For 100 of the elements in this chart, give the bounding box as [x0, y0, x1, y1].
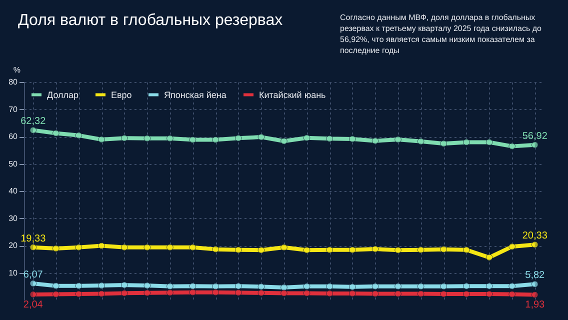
point [280, 290, 288, 297]
point [52, 290, 60, 298]
point [30, 291, 37, 298]
point [98, 242, 105, 250]
point [166, 244, 174, 251]
point [394, 282, 402, 290]
point [75, 282, 82, 290]
y-tick-label: 60 [8, 132, 18, 141]
point [326, 246, 334, 254]
point [508, 290, 516, 298]
point [189, 282, 196, 290]
point [280, 244, 288, 251]
point [463, 290, 470, 298]
point [166, 282, 174, 290]
legend-label: Китайский юань [259, 90, 326, 100]
point [508, 142, 516, 150]
point [189, 244, 196, 251]
point [531, 280, 538, 288]
legend-label: Доллар [47, 90, 79, 100]
point [486, 138, 493, 146]
point [417, 282, 424, 290]
point [166, 289, 174, 296]
point [372, 282, 379, 290]
legend-label: Японская йена [164, 90, 226, 100]
point [440, 246, 448, 253]
point [303, 290, 310, 297]
point [372, 290, 379, 298]
point [234, 246, 242, 254]
point [440, 290, 448, 298]
point [463, 246, 470, 254]
point [212, 246, 219, 253]
y-tick-label: 80 [8, 78, 18, 86]
point [120, 244, 128, 251]
point [486, 290, 493, 298]
point [531, 241, 538, 248]
point [120, 290, 128, 297]
point [234, 289, 242, 296]
point [463, 138, 470, 146]
point [303, 282, 310, 290]
data-label: 2,04 [23, 299, 44, 310]
point [144, 135, 151, 142]
point [417, 246, 424, 254]
point [394, 136, 402, 143]
point [326, 135, 334, 142]
point [52, 245, 60, 252]
point [349, 246, 356, 254]
point [349, 290, 356, 297]
point [326, 290, 334, 297]
point [531, 141, 538, 148]
data-label: 6,07 [23, 269, 44, 280]
point [417, 138, 424, 145]
data-label: 62,32 [20, 116, 46, 128]
point [258, 246, 265, 254]
point [234, 282, 242, 290]
y-tick-label: 30 [8, 214, 18, 223]
point [440, 282, 448, 290]
point [234, 134, 242, 142]
point [30, 126, 37, 134]
point [258, 290, 265, 296]
y-axis-title: % [13, 66, 20, 74]
chart-title: Доля валют в глобальных резервах [18, 12, 283, 30]
point [349, 284, 356, 290]
point [258, 283, 265, 290]
point [98, 136, 105, 143]
point [463, 282, 470, 290]
data-label: 1,93 [525, 300, 546, 311]
data-label: 56,92 [522, 130, 548, 142]
point [98, 290, 105, 298]
point [98, 282, 105, 289]
point [120, 282, 128, 288]
y-tick-label: 50 [8, 159, 18, 168]
text: Согласно данным МВФ, доля доллара в глобальных резервах к третьему кварталу 2025 года снизилась до 56,92%, что является самым низким показателем за последние годы [340, 12, 542, 56]
point [486, 254, 493, 261]
point [394, 246, 402, 254]
data-label: 19,33 [20, 233, 46, 244]
point [189, 288, 196, 296]
y-tick-label: 70 [8, 104, 18, 114]
y-tick-label: 20 [8, 241, 18, 250]
point [75, 290, 82, 298]
point [372, 246, 379, 252]
point [349, 136, 356, 142]
point [212, 136, 219, 144]
point [30, 244, 37, 251]
point [144, 244, 151, 251]
legend-label: Евро [111, 90, 132, 100]
point [144, 282, 151, 289]
point [166, 135, 174, 142]
data-label: 20,33 [522, 230, 548, 242]
point [326, 282, 334, 290]
point [440, 140, 448, 147]
point [531, 291, 538, 298]
point [212, 282, 219, 290]
point [75, 244, 82, 251]
point [52, 282, 60, 290]
point [372, 137, 379, 144]
point [280, 284, 288, 291]
point [52, 130, 60, 137]
point [144, 290, 151, 296]
point [75, 132, 82, 139]
y-tick-label: 40 [8, 186, 18, 196]
